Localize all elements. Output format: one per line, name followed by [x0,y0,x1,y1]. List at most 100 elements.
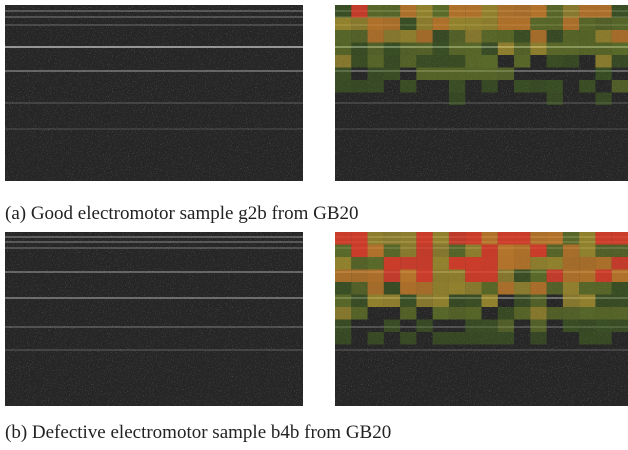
heatmap-cell [448,269,466,282]
heatmap-cell [448,244,466,257]
heatmap-cell [595,244,612,257]
heatmap-cell [367,30,384,43]
heatmap-cell [514,17,531,30]
heatmap-cell [595,55,612,68]
panels [5,5,628,406]
heatmap-cell [335,5,352,18]
heatmap-cell [562,5,580,18]
heatmap-cell [335,30,352,43]
heatmap-cell [579,257,596,270]
heatmap-cell [448,42,466,55]
heatmap-cell [530,42,547,55]
heatmap-cell [400,232,417,245]
heatmap-cell [351,232,368,245]
heatmap-cell [335,257,352,270]
heatmap-cell [546,232,563,245]
heatmap-cell [448,332,466,345]
heatmap-cell [416,42,433,55]
heatmap-cell [530,307,547,320]
heatmap-cell [611,42,628,55]
heatmap-cell [514,80,531,93]
heatmap-cell [351,257,368,270]
heatmap-cell [367,269,384,282]
heatmap-cell [383,30,401,43]
heatmap-cell [448,307,466,320]
heatmap-cell [367,294,384,307]
caption: (a) Good electromotor sample g2b from GB… [5,203,359,224]
heatmap-cell [465,307,482,320]
heatmap-cell [335,319,352,332]
heatmap-cell [416,30,433,43]
heatmap-cell [416,257,433,270]
heatmap-cell [530,232,547,245]
heatmap-cell [579,30,596,43]
heatmap-cell [432,17,449,30]
caption: (b) Defective electromotor sample b4b fr… [5,422,391,443]
heatmap-cell [383,269,401,282]
heatmap-cell [416,67,433,80]
heatmap-cell [335,67,352,80]
heatmap-cell [465,244,482,257]
heatmap-cell [383,67,401,80]
heatmap-cell [383,42,401,55]
heatmap-cell [465,282,482,295]
heatmap-cell [367,282,384,295]
heatmap-cell [579,244,596,257]
heatmap-cell [448,5,466,18]
heatmap-cell [595,269,612,282]
heatmap-cell [400,80,417,93]
heatmap-cell [335,269,352,282]
heatmap-cell [514,244,531,257]
heatmap-cell [562,42,580,55]
heatmap-cell [497,67,515,80]
heatmap-cell [351,17,368,30]
heatmap-cell [351,30,368,43]
heatmap-cell [481,30,498,43]
heatmap-cell [481,332,498,345]
heatmap-cell [481,42,498,55]
heatmap-cell [530,257,547,270]
heatmap-cell [465,319,482,332]
heatmap-cell [465,294,482,307]
heatmap-cell [335,232,352,245]
heatmap-cell [514,42,531,55]
heatmap-cell [383,55,401,68]
heatmap-cell [465,332,482,345]
heatmap-cell [400,307,417,320]
heatmap-cell [579,282,596,295]
heatmap-cell [416,5,433,18]
heatmap-cell [432,282,449,295]
heatmap-cell [367,80,384,93]
heatmap-cell [562,319,580,332]
heatmap-cell [530,30,547,43]
heatmap-cell [546,42,563,55]
heatmap-cell [481,17,498,30]
heatmap-cell [351,80,368,93]
heatmap-cell [497,5,515,18]
heatmap-cell [383,294,401,307]
heatmap-cell [611,80,628,93]
heatmap-cell [530,80,547,93]
heatmap-cell [595,257,612,270]
heatmap-cell [416,319,433,332]
heatmap-cell [514,55,531,68]
heatmap-cell [383,17,401,30]
heatmap-cell [432,332,449,345]
heatmap-cell [497,282,515,295]
heatmap-cell [546,307,563,320]
heatmap-cell [432,42,449,55]
spectrogram-noise [5,232,303,406]
heatmap-cell [432,257,449,270]
heatmap-cell [595,282,612,295]
heatmap-cell [351,42,368,55]
heatmap-cell [432,269,449,282]
heatmap-cell [497,269,515,282]
heatmap-cell [383,282,401,295]
heatmap-cell [432,55,449,68]
heatmap-cell [595,332,612,345]
heatmap-cell [465,30,482,43]
heatmap-cell [432,244,449,257]
heatmap-cell [530,269,547,282]
heatmap-cell [400,282,417,295]
heatmap-cell [546,17,563,30]
